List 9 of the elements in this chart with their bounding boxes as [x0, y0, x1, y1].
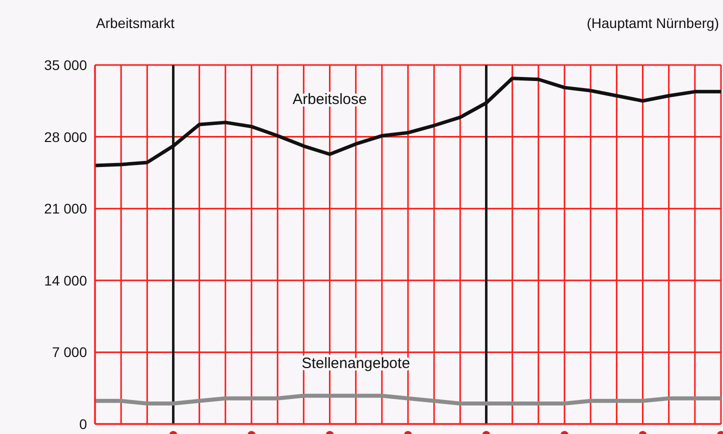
chart-subtitle: (Hauptamt Nürnberg): [586, 15, 719, 31]
y-tick-label: 0: [79, 416, 88, 432]
chart-title: Arbeitsmarkt: [96, 15, 175, 31]
y-tick-label: 35 000: [44, 56, 88, 73]
y-tick-label: 21 000: [44, 200, 88, 217]
y-tick-label: 14 000: [44, 272, 88, 288]
y-tick-label: 28 000: [44, 128, 88, 145]
line-series: [93, 394, 723, 406]
y-tick-label: 7 000: [52, 344, 88, 360]
